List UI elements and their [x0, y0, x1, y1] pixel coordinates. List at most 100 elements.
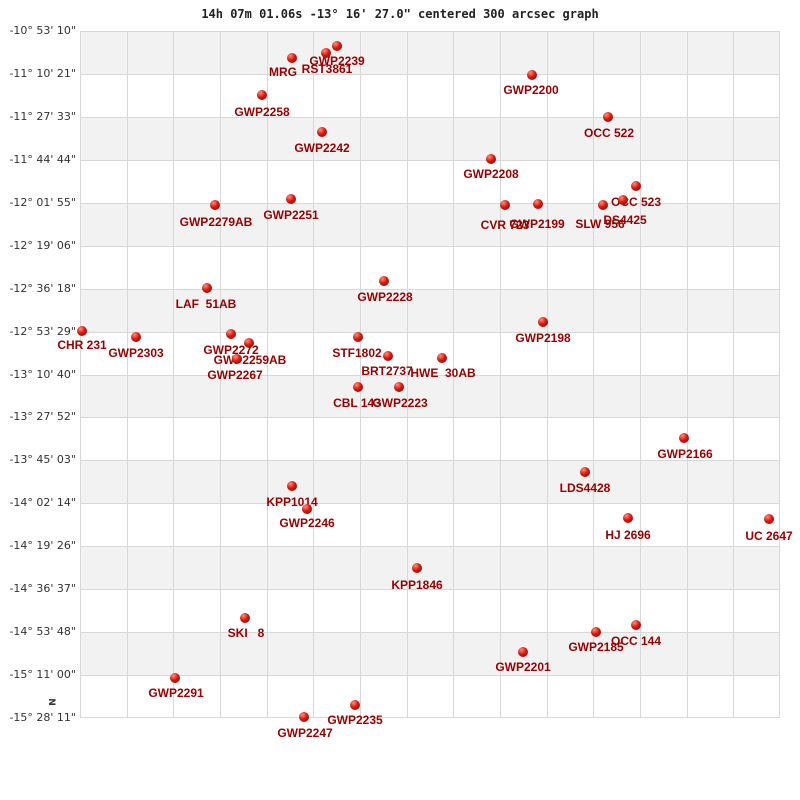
point-label: CBL 143	[333, 396, 381, 410]
data-point	[321, 48, 331, 58]
y-axis-label: -12° 53' 29"	[9, 324, 76, 338]
point-label: BRT2737	[361, 364, 413, 378]
row-band	[80, 288, 780, 332]
chart-title: 14h 07m 01.06s -13° 16' 27.0" centered 3…	[201, 7, 599, 21]
data-point	[353, 382, 363, 392]
data-point	[232, 354, 242, 364]
v-gridline	[126, 31, 128, 718]
data-point	[379, 276, 389, 286]
point-label: HWE 30AB	[410, 366, 476, 380]
point-label: GWP2201	[495, 660, 551, 674]
data-point	[240, 613, 250, 623]
h-gridline	[80, 589, 780, 591]
y-axis-label: -13° 27' 52"	[9, 410, 76, 424]
point-label: CHR 231	[57, 338, 107, 352]
point-label: GWP2235	[327, 713, 383, 727]
data-point	[286, 194, 296, 204]
v-gridline	[686, 31, 688, 718]
y-axis-label: -12° 36' 18"	[9, 281, 76, 295]
v-gridline	[779, 31, 780, 718]
point-label: OCC 144	[610, 634, 662, 648]
point-label: GWP2198	[515, 331, 571, 345]
data-point	[527, 70, 537, 80]
y-axis-label: -14° 36' 37"	[9, 582, 76, 596]
data-point	[598, 200, 608, 210]
data-point	[518, 647, 528, 657]
data-point	[618, 195, 628, 205]
v-gridline	[173, 31, 175, 718]
v-gridline	[266, 31, 268, 718]
data-point	[287, 481, 297, 491]
v-gridline	[546, 31, 548, 718]
v-gridline	[313, 31, 315, 718]
point-label: SLW 956	[575, 217, 625, 231]
y-axis-label: -11° 27' 33"	[9, 109, 76, 123]
point-label: GWP2291	[148, 686, 204, 700]
data-point	[210, 200, 220, 210]
v-gridline	[453, 31, 455, 718]
plot-area	[80, 31, 780, 718]
y-axis-label: -11° 10' 21"	[9, 66, 76, 80]
point-label: LDS4428	[559, 481, 611, 495]
data-point	[287, 53, 297, 63]
h-gridline	[80, 460, 780, 462]
v-gridline	[360, 31, 361, 718]
h-gridline	[80, 503, 780, 505]
point-label: GWP2246	[279, 516, 335, 530]
row-band	[80, 632, 780, 676]
y-axis-label: -15° 11' 00"	[9, 668, 76, 682]
data-point	[764, 514, 774, 524]
point-label: STF1802	[332, 346, 382, 360]
row-band	[80, 546, 780, 590]
row-band	[80, 116, 780, 160]
point-label: UC 2647	[745, 529, 793, 543]
point-label: GWP2303	[108, 346, 164, 360]
data-point	[679, 433, 689, 443]
point-label: OCC 522	[583, 126, 635, 140]
point-label: GWP2267	[207, 368, 263, 382]
compass-north-icon: N	[45, 698, 56, 706]
v-gridline	[500, 31, 501, 718]
y-axis-label: -15° 28' 11"	[9, 711, 76, 724]
h-gridline	[80, 73, 780, 75]
point-label: GWP2223	[372, 396, 428, 410]
row-band	[80, 460, 780, 504]
v-gridline	[406, 31, 408, 718]
h-gridline	[80, 202, 780, 204]
h-gridline	[80, 546, 780, 548]
y-axis-label: -14° 02' 14"	[9, 496, 76, 510]
point-label: RST3861	[301, 62, 353, 76]
h-gridline	[80, 374, 780, 376]
v-gridline	[733, 31, 735, 718]
row-band	[80, 374, 780, 418]
point-label: GWP2251	[263, 208, 319, 222]
v-gridline	[593, 31, 595, 718]
point-label: DS4425	[603, 213, 647, 227]
data-point	[538, 317, 548, 327]
point-label: CVR 723	[480, 218, 530, 232]
point-label: GWP2208	[463, 167, 519, 181]
y-axis-label: -12° 01' 55"	[9, 195, 76, 209]
data-point	[299, 712, 309, 722]
data-point	[257, 90, 267, 100]
h-gridline	[80, 717, 780, 718]
data-point	[170, 673, 180, 683]
data-point	[202, 283, 212, 293]
data-point	[631, 620, 641, 630]
y-axis-label: -13° 10' 40"	[9, 367, 76, 381]
point-label: MRG	[269, 65, 297, 79]
v-gridline	[640, 31, 641, 718]
point-label: LAF 51AB	[175, 297, 237, 311]
h-gridline	[80, 31, 780, 32]
data-point	[631, 181, 641, 191]
point-label: HJ 2696	[605, 528, 651, 542]
row-band	[80, 202, 780, 246]
data-point	[332, 41, 342, 51]
v-gridline	[80, 31, 81, 718]
point-label: GWP2185	[568, 640, 624, 654]
point-label: GWP2259AB	[213, 353, 287, 367]
y-axis-label: -12° 19' 06"	[9, 238, 76, 252]
point-label: GWP2228	[357, 290, 413, 304]
y-axis-label: -14° 19' 26"	[9, 539, 76, 553]
data-point	[77, 326, 87, 336]
